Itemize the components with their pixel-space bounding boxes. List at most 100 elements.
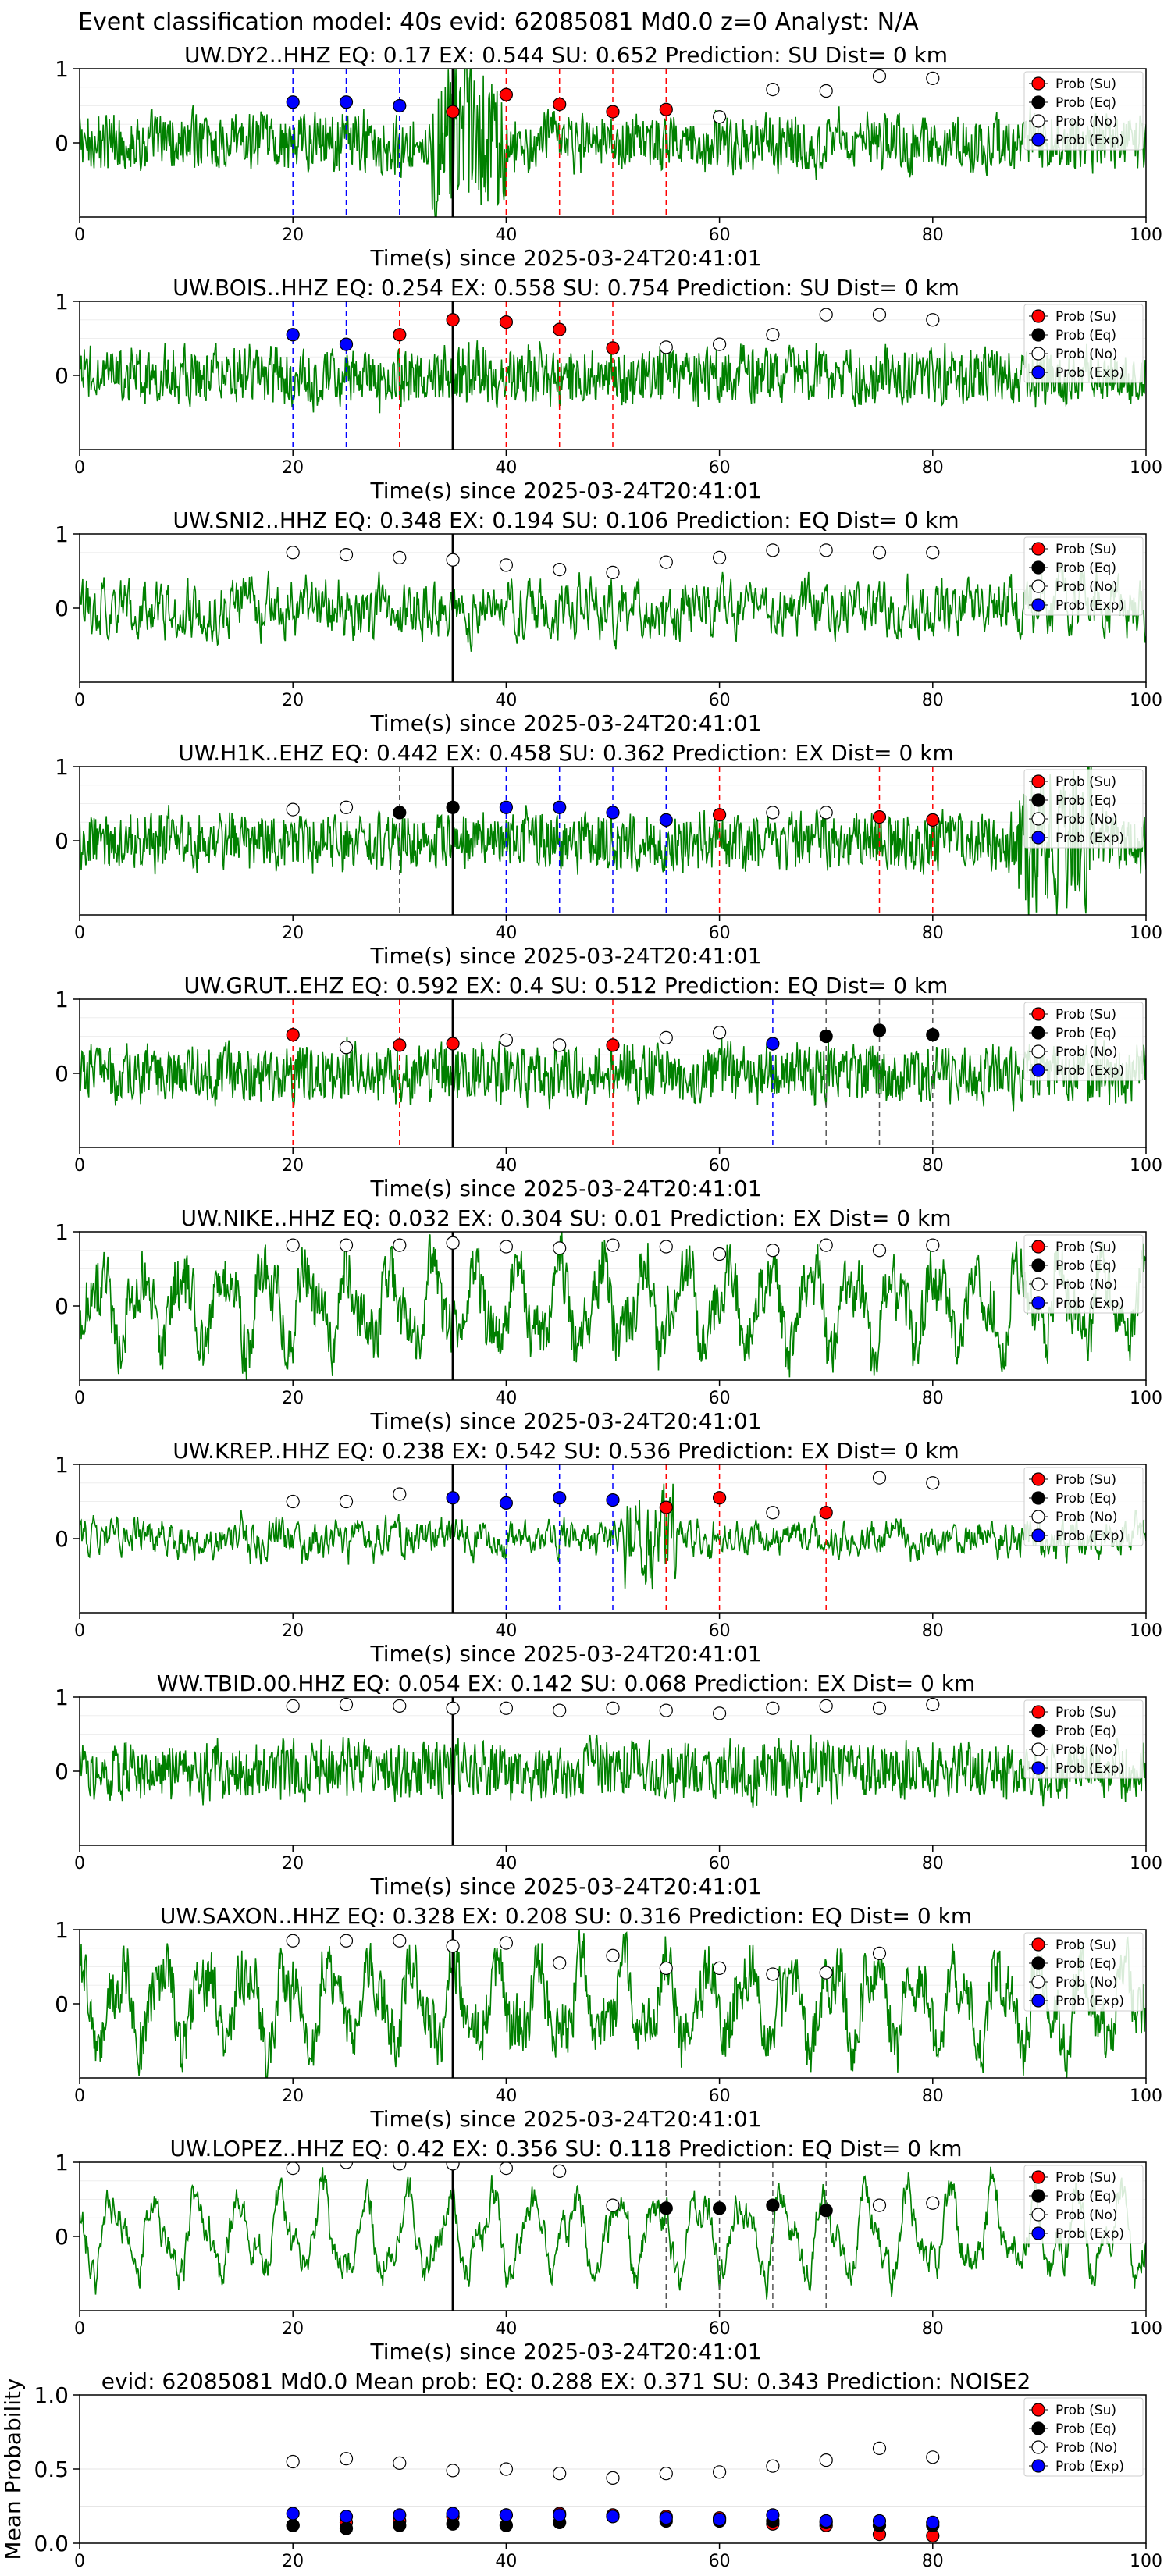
- plot-area: [80, 1232, 1146, 1380]
- x-tick-label: 100: [1130, 2319, 1162, 2339]
- prob-marker-no: [819, 84, 833, 98]
- mean-marker-no: [819, 2453, 833, 2467]
- prob-marker-no: [553, 1956, 567, 1970]
- waveform-trace: [80, 2166, 1146, 2300]
- prob-marker-no: [499, 558, 514, 572]
- prob-marker-su: [872, 809, 887, 824]
- legend-marker-exp: [1031, 1761, 1045, 1775]
- x-axis-label: Time(s) since 2025-03-24T20:41:01: [369, 245, 761, 271]
- prob-marker-exp: [499, 1496, 514, 1510]
- legend-label-no: Prob (No): [1055, 114, 1118, 130]
- waveform-trace: [80, 562, 1146, 652]
- prob-marker-no: [393, 2162, 407, 2171]
- x-axis-label: Time(s) since 2025-03-24T20:41:01: [369, 1641, 761, 1667]
- prob-marker-eq: [926, 1027, 940, 1042]
- legend-label-exp: Prob (Exp): [1055, 1528, 1124, 1544]
- x-tick-label: 40: [495, 458, 517, 478]
- panel-2: UW.BOIS..HHZ EQ: 0.254 EX: 0.558 SU: 0.7…: [55, 275, 1162, 503]
- prob-marker-no: [819, 1238, 833, 1252]
- prob-marker-no: [926, 71, 940, 85]
- y-tick-label: 1.0: [34, 2382, 69, 2408]
- prob-marker-exp: [553, 1491, 567, 1505]
- mean-marker-exp: [553, 2508, 567, 2522]
- prob-marker-no: [819, 806, 833, 820]
- panel-title: UW.BOIS..HHZ EQ: 0.254 EX: 0.558 SU: 0.7…: [173, 275, 959, 301]
- legend-box: [1023, 1002, 1144, 1081]
- prob-marker-no: [766, 1701, 780, 1715]
- legend-label-no: Prob (No): [1055, 2440, 1118, 2456]
- x-tick-label: 60: [709, 1156, 731, 1176]
- mean-marker-exp: [286, 2507, 300, 2521]
- plot-area: [80, 2162, 1146, 2311]
- prob-marker-no: [766, 806, 780, 820]
- legend-marker-eq: [1031, 2189, 1045, 2203]
- mean-marker-no: [446, 2464, 460, 2478]
- y-tick-label: 1: [55, 2150, 69, 2176]
- legend-marker-eq: [1031, 328, 1045, 342]
- prob-marker-su: [553, 322, 567, 336]
- x-tick-label: 40: [495, 691, 517, 710]
- mean-marker-no: [286, 2454, 300, 2469]
- legend-marker-su: [1031, 309, 1045, 323]
- plot-area: [80, 1930, 1146, 2078]
- legend-box: [1023, 536, 1144, 616]
- mean-marker-no: [339, 2452, 354, 2466]
- legend-label-eq: Prob (Eq): [1055, 1956, 1116, 1972]
- panel-title: UW.NIKE..HHZ EQ: 0.032 EX: 0.304 SU: 0.0…: [180, 1205, 951, 1231]
- prob-marker-no: [606, 565, 620, 580]
- x-tick-label: 100: [1130, 1854, 1162, 1873]
- x-tick-label: 60: [709, 458, 731, 478]
- prob-marker-no: [659, 555, 673, 569]
- prob-marker-exp: [286, 328, 300, 342]
- x-tick-label: 80: [922, 2552, 944, 2571]
- legend-marker-no: [1031, 1975, 1045, 1989]
- prob-marker-no: [553, 1703, 567, 1717]
- legend-label-exp: Prob (Exp): [1055, 365, 1124, 381]
- prob-marker-no: [872, 2198, 887, 2212]
- legend-label-exp: Prob (Exp): [1055, 2459, 1124, 2475]
- prob-marker-su: [446, 105, 460, 119]
- prob-marker-no: [339, 1494, 354, 1509]
- legend-marker-su: [1031, 1705, 1045, 1719]
- mean-marker-exp: [926, 2515, 940, 2529]
- mean-marker-no: [606, 2471, 620, 2485]
- legend-label-eq: Prob (Eq): [1055, 1026, 1116, 1041]
- prob-marker-no: [286, 546, 300, 560]
- x-tick-label: 80: [922, 923, 944, 943]
- prob-marker-su: [446, 313, 460, 327]
- prob-marker-exp: [446, 1491, 460, 1505]
- panel-title: UW.GRUT..EHZ EQ: 0.592 EX: 0.4 SU: 0.512…: [184, 973, 949, 998]
- legend-marker-su: [1031, 1937, 1045, 1952]
- x-tick-label: 0: [74, 2319, 85, 2339]
- legend-label-eq: Prob (Eq): [1055, 1724, 1116, 1739]
- prob-marker-no: [766, 82, 780, 97]
- legend-label-no: Prob (No): [1055, 1044, 1118, 1060]
- legend-label-exp: Prob (Exp): [1055, 133, 1124, 148]
- prob-marker-no: [286, 1699, 300, 1713]
- prob-marker-su: [819, 1506, 833, 1520]
- waveform-trace: [80, 1734, 1146, 1808]
- x-tick-label: 20: [282, 226, 304, 245]
- legend-marker-su: [1031, 1007, 1045, 1021]
- x-tick-label: 100: [1130, 226, 1162, 245]
- legend-marker-su: [1031, 1472, 1045, 1486]
- prob-marker-no: [446, 1939, 460, 1953]
- prob-marker-no: [393, 1238, 407, 1252]
- x-tick-label: 80: [922, 2319, 944, 2339]
- x-tick-label: 0: [74, 2552, 85, 2571]
- prob-marker-no: [712, 337, 727, 351]
- x-tick-label: 0: [74, 226, 85, 245]
- x-tick-label: 20: [282, 923, 304, 943]
- prob-marker-exp: [659, 813, 673, 827]
- legend-label-no: Prob (No): [1055, 347, 1118, 362]
- x-tick-label: 40: [495, 2087, 517, 2106]
- y-tick-label: 0: [55, 130, 69, 156]
- legend-label-exp: Prob (Exp): [1055, 1296, 1124, 1311]
- prob-marker-no: [339, 1934, 354, 1948]
- legend-label-exp: Prob (Exp): [1055, 1761, 1124, 1777]
- legend-label-su: Prob (Su): [1055, 1937, 1116, 1953]
- prob-marker-no: [872, 308, 887, 322]
- legend-label-no: Prob (No): [1055, 812, 1118, 827]
- y-tick-label: 1: [55, 754, 69, 780]
- panel-title: UW.SAXON..HHZ EQ: 0.328 EX: 0.208 SU: 0.…: [160, 1903, 972, 1929]
